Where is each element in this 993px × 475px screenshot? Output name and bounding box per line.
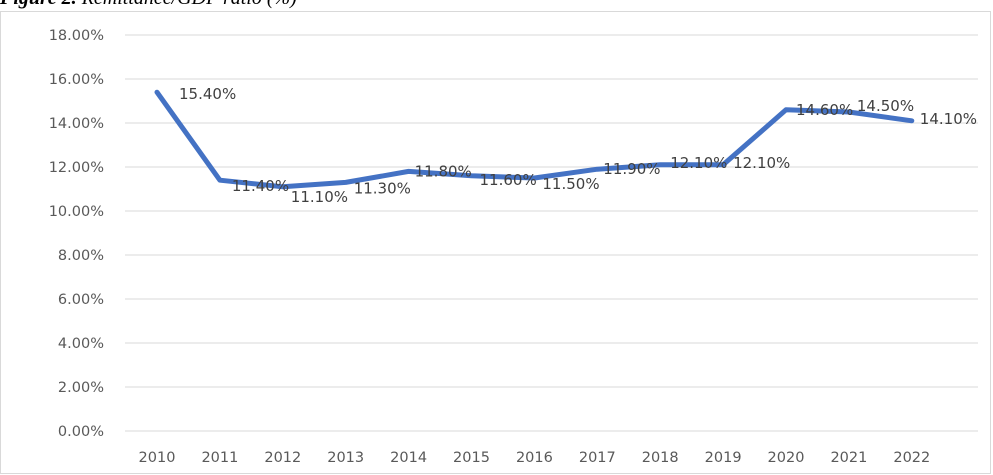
figure-caption: Figure 2. Remittance/GDP ratio (%) [0,0,297,10]
y-tick-label: 14.00% [49,116,104,132]
data-labels: 15.40% 11.40%11.10% 11.30%11.80% 11.60% 11.5… [179,85,977,206]
x-tick-label: 2015 [453,450,490,466]
x-tick-label: 2018 [642,450,679,466]
x-tick-label: 2011 [201,450,238,466]
data-label: 11.80% [415,162,472,180]
x-tick-label: 2020 [768,450,805,466]
y-tick-label: 8.00% [58,248,104,264]
x-tick-label: 2013 [327,450,364,466]
data-label: 14.60% [796,101,853,119]
series-line [154,89,915,190]
y-tick-label: 2.00% [58,380,104,396]
data-label: 12.10% [670,154,727,172]
y-tick-label: 6.00% [58,292,104,308]
figure-number: Figure 2. [0,0,77,9]
x-tick-label: 2012 [264,450,301,466]
series-line-layer [154,89,915,190]
chart-frame [0,11,991,474]
x-tick-label: 2017 [579,450,616,466]
y-tick-label: 0.00% [58,424,104,440]
x-tick-label: 2021 [830,450,867,466]
y-tick-label: 18.00% [49,28,104,44]
figure-title: Remittance/GDP ratio (%) [82,0,297,9]
data-label: 11.30% [354,179,411,197]
y-tick-label: 4.00% [58,336,104,352]
x-axis-ticks: 2010 2011 2012 2013 2014 2015 2016 2017 2018 2019… [139,450,931,466]
data-label: 14.10% [920,110,977,128]
y-axis-ticks: 0.00% 2.00% 4.00% 6.00% 8.00% 10.00% 12.00% 14.… [49,28,104,440]
data-label: 15.40% [179,85,236,103]
x-tick-label: 2010 [139,450,176,466]
data-label: 11.50% [542,175,599,193]
data-label: 11.10% [291,188,348,206]
y-tick-label: 16.00% [49,72,104,88]
y-tick-label: 12.00% [49,160,104,176]
data-label: 11.40% [232,177,289,195]
x-tick-label: 2014 [390,450,427,466]
y-tick-label: 10.00% [49,204,104,220]
gridlines [125,34,978,432]
x-tick-label: 2016 [516,450,553,466]
data-label: 11.60% [480,171,537,189]
data-label: 14.50% [857,97,914,115]
data-label: 12.10% [733,154,790,172]
x-tick-label: 2022 [893,450,930,466]
data-label: 11.90% [603,160,660,178]
x-tick-label: 2019 [705,450,742,466]
